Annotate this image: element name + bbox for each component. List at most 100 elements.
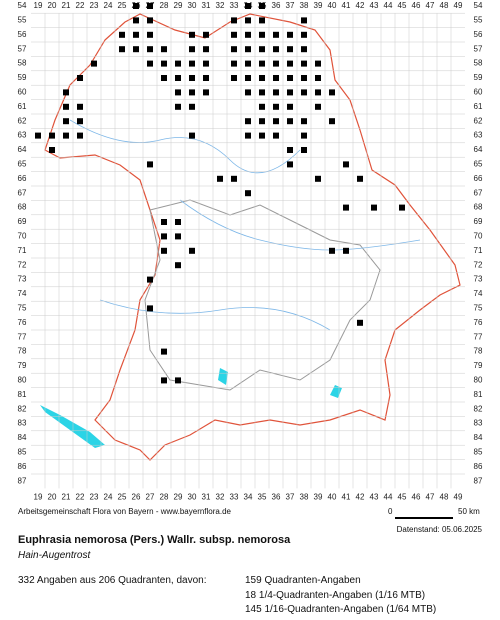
occurrence <box>63 103 69 110</box>
occurrence <box>245 17 251 24</box>
occurrence <box>189 103 195 110</box>
date: Datenstand: 05.06.2025 <box>396 525 482 534</box>
row-label: 65 <box>18 160 27 169</box>
column-label: 37 <box>286 493 295 502</box>
occurrence <box>147 3 153 9</box>
occurrence <box>315 75 321 81</box>
column-label: 38 <box>300 493 309 502</box>
occurrence <box>231 31 237 38</box>
column-label: 32 <box>216 1 225 10</box>
row-label: 74 <box>474 289 483 298</box>
column-label: 22 <box>76 1 85 10</box>
occurrence <box>371 204 377 211</box>
row-label: 71 <box>18 246 27 255</box>
occurrence <box>343 247 349 254</box>
column-label: 40 <box>328 493 337 502</box>
row-label: 60 <box>18 88 27 97</box>
column-label: 33 <box>230 493 239 502</box>
occurrence <box>161 219 167 225</box>
row-label: 85 <box>18 448 27 457</box>
column-label: 46 <box>412 1 421 10</box>
occurrence <box>203 31 209 38</box>
occurrence <box>301 31 307 38</box>
occurrence <box>161 348 167 355</box>
scale-end: 50 km <box>458 507 480 516</box>
occurrence <box>147 305 153 312</box>
column-label: 44 <box>384 1 393 10</box>
occurrence <box>77 118 83 125</box>
occurrence <box>147 60 153 67</box>
occurrence <box>203 46 209 53</box>
occurrence <box>133 46 139 53</box>
row-label: 77 <box>18 332 27 341</box>
row-label: 72 <box>18 260 27 269</box>
column-label: 29 <box>174 493 183 502</box>
row-label: 68 <box>474 203 483 212</box>
column-label: 35 <box>258 493 267 502</box>
column-label: 24 <box>104 1 113 10</box>
occurrence <box>287 147 293 153</box>
row-label: 87 <box>474 476 483 485</box>
occurrence <box>343 161 349 168</box>
occurrence <box>175 377 181 384</box>
row-label: 75 <box>18 304 27 313</box>
row-label: 77 <box>474 332 483 341</box>
occurrence <box>259 3 265 9</box>
row-label: 56 <box>474 30 483 39</box>
occurrence <box>259 46 265 53</box>
row-label: 72 <box>474 260 483 269</box>
occurrence <box>259 118 265 125</box>
row-label: 69 <box>474 217 483 226</box>
grid: 1919202021212222232324242525262627272828… <box>18 1 483 502</box>
occurrence <box>63 118 69 125</box>
occurrence <box>287 103 293 110</box>
row-label: 81 <box>18 390 27 399</box>
occurrence <box>175 262 181 269</box>
row-label: 61 <box>474 102 483 111</box>
column-label: 42 <box>356 1 365 10</box>
occurrence <box>259 132 265 139</box>
occurrence <box>399 204 405 211</box>
column-label: 48 <box>440 493 449 502</box>
occurrence <box>217 175 223 182</box>
occurrence <box>161 46 167 53</box>
occurrence <box>77 75 83 81</box>
stat: 145 1/16-Quadranten-Angaben (1/64 MTB) <box>245 604 437 615</box>
river <box>69 119 421 331</box>
occurrence <box>287 118 293 125</box>
occurrence <box>161 75 167 81</box>
row-label: 56 <box>18 30 27 39</box>
occurrence <box>273 46 279 53</box>
row-label: 86 <box>474 462 483 471</box>
occurrence <box>301 118 307 125</box>
occurrence <box>231 46 237 53</box>
occurrence <box>161 60 167 67</box>
outer-border <box>44 13 461 461</box>
column-label: 39 <box>314 493 323 502</box>
occurrence <box>259 60 265 67</box>
occurrence <box>245 89 251 96</box>
column-label: 36 <box>272 1 281 10</box>
column-label: 21 <box>62 1 71 10</box>
occurrence <box>175 60 181 67</box>
occurrence <box>315 89 321 96</box>
occurrence <box>343 204 349 211</box>
occurrence <box>357 175 363 182</box>
occurrence <box>245 46 251 53</box>
column-label: 37 <box>286 1 295 10</box>
occurrence <box>273 31 279 38</box>
occurrence <box>175 89 181 96</box>
occurrence <box>315 175 321 182</box>
occurrence <box>147 161 153 168</box>
occurrence <box>245 190 251 197</box>
map: 1919202021212222232324242525262627272828… <box>18 1 483 502</box>
occurrence <box>287 89 293 96</box>
title: Euphrasia nemorosa (Pers.) Wallr. subsp.… <box>18 534 291 546</box>
occurrence <box>147 46 153 53</box>
column-label: 20 <box>48 493 57 502</box>
column-label: 22 <box>76 493 85 502</box>
stat: 159 Quadranten-Angaben <box>245 575 361 586</box>
column-label: 31 <box>202 1 211 10</box>
column-label: 38 <box>300 1 309 10</box>
occurrence <box>329 89 335 96</box>
